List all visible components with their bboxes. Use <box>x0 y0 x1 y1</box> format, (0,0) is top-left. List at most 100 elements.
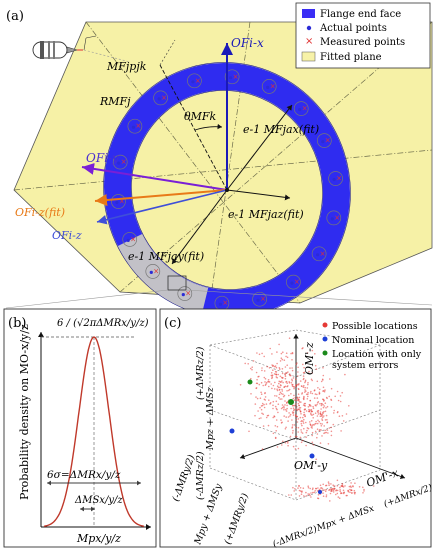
possible-location-point <box>272 400 275 403</box>
possible-location-point <box>317 487 319 489</box>
possible-location-point <box>303 427 305 430</box>
possible-location-point <box>310 378 313 381</box>
panel-a-legend: × Flange end face Actual points Measured… <box>295 2 431 69</box>
possible-location-point <box>297 402 300 405</box>
possible-location-point <box>341 485 344 488</box>
possible-location-point <box>309 399 312 402</box>
possible-location-point <box>310 410 313 413</box>
possible-location-point <box>322 367 324 369</box>
possible-location-point <box>275 374 278 376</box>
ring-points: × × × × × × × × × × × × × × × × × × <box>111 69 343 311</box>
actual-point <box>256 298 260 302</box>
possible-location-point <box>305 431 308 434</box>
possible-location-point <box>313 397 316 399</box>
possible-location-point <box>337 496 340 498</box>
possible-location-point <box>311 441 314 444</box>
possible-location-point <box>311 434 314 437</box>
possible-location-point <box>267 424 270 427</box>
possible-location-point <box>300 493 303 496</box>
possible-location-point <box>312 491 314 494</box>
actual-point <box>157 97 161 101</box>
possible-location-point <box>340 430 342 432</box>
possible-location-point <box>251 366 253 369</box>
possible-location-point <box>344 485 346 487</box>
possible-location-point <box>262 384 265 387</box>
possible-location-point <box>279 360 282 362</box>
actual-point <box>332 177 336 182</box>
possible-location-point <box>297 447 300 450</box>
possible-location-point <box>275 430 278 432</box>
possible-location-point <box>317 413 320 415</box>
possible-location-point <box>292 445 295 448</box>
possible-location-point <box>341 483 344 485</box>
actual-point <box>330 217 334 221</box>
coordinate-axes <box>81 39 293 265</box>
possible-location-point <box>333 409 336 412</box>
actual-point <box>229 76 233 80</box>
possible-location-point <box>268 367 271 369</box>
possible-location-point <box>321 423 324 425</box>
legend-label-possible: Possible locations <box>332 321 418 332</box>
ay-fit-arrow <box>171 189 228 265</box>
possible-location-point <box>316 403 318 406</box>
possible-location-point <box>293 399 296 401</box>
possible-location-point <box>327 443 330 445</box>
legend-label-plane: Fitted plane <box>320 52 382 63</box>
possible-location-point <box>326 421 329 424</box>
possible-location-point <box>315 368 318 370</box>
possible-location-point <box>307 493 309 495</box>
possible-location-point <box>281 390 284 392</box>
possible-location-point <box>304 386 307 389</box>
possible-location-point <box>345 413 348 415</box>
possible-location-point <box>301 392 304 394</box>
panel-a: (a) × × × × × × × × × × × × × × × × × × <box>6 2 433 318</box>
possible-location-point <box>302 375 305 377</box>
possible-location-point <box>281 404 284 406</box>
possible-location-point <box>307 382 309 384</box>
possible-location-point <box>284 377 287 380</box>
possible-location-point <box>265 381 268 384</box>
possible-location-point <box>267 414 270 417</box>
legend-label-actual: Actual points <box>319 23 387 34</box>
possible-location-point <box>328 489 330 492</box>
possible-location-point <box>316 410 319 413</box>
possible-location-point <box>261 369 263 372</box>
sensor-probe-icon <box>32 35 97 59</box>
possible-location-point <box>277 386 280 389</box>
possible-location-point <box>350 486 352 489</box>
possible-location-point <box>351 492 353 494</box>
possible-location-point <box>312 405 314 408</box>
possible-location-point <box>330 430 333 433</box>
possible-location-point <box>272 432 275 435</box>
possible-location-point <box>292 429 294 432</box>
measured-point: × <box>294 278 300 286</box>
panel-c-z-tick-mid: Mpz + ΔMSz <box>205 386 216 451</box>
possible-location-point <box>285 352 288 355</box>
possible-location-point <box>302 420 304 423</box>
possible-location-point <box>272 384 275 387</box>
possible-location-point <box>338 497 341 500</box>
possible-location-point <box>305 393 308 396</box>
possible-location-point <box>317 497 319 500</box>
possible-location-point <box>332 489 335 492</box>
possible-location-point <box>263 406 266 409</box>
possible-location-point <box>309 392 312 394</box>
possible-location-point <box>326 429 329 431</box>
z-axis-arrow <box>96 189 228 225</box>
possible-location-point <box>324 402 327 405</box>
possible-location-point <box>337 411 339 413</box>
possible-location-point <box>276 389 279 392</box>
possible-location-point <box>334 395 337 398</box>
possible-location-point <box>301 491 303 493</box>
possible-location-point <box>321 488 324 490</box>
possible-location-point <box>330 399 333 402</box>
possible-location-point <box>291 426 294 428</box>
possible-location-point <box>267 379 270 381</box>
possible-location-point <box>342 420 345 422</box>
possible-location-point <box>309 494 311 497</box>
possible-location-point <box>331 489 333 491</box>
possible-location-point <box>316 415 319 417</box>
measurement-ring-marker <box>293 101 309 116</box>
possible-location-point <box>292 407 295 410</box>
